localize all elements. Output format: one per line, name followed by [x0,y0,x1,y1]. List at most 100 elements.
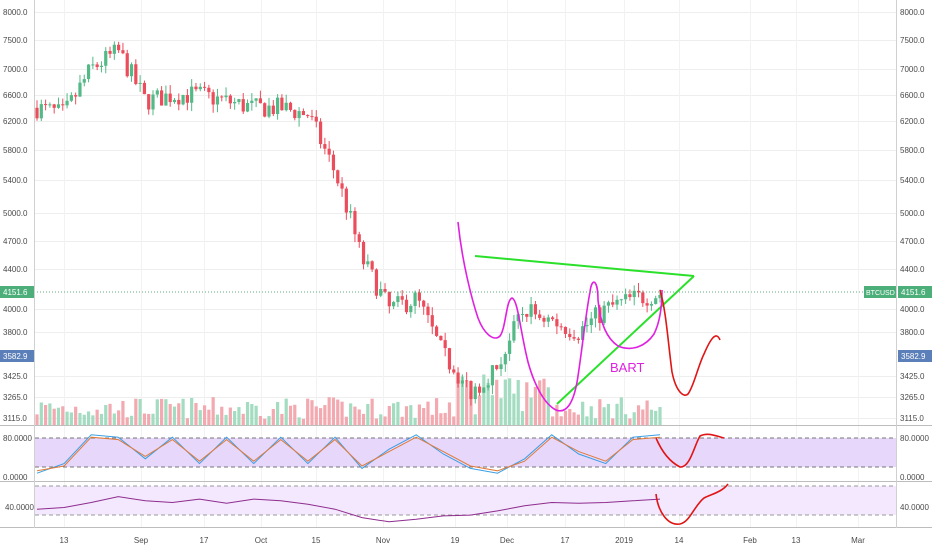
volume-bar [576,414,580,425]
volume-bar [241,413,245,425]
candle-body [495,365,499,370]
candle-body [422,300,426,307]
candle-body [658,294,662,299]
candle-body [177,99,181,105]
resistance-trendline[interactable] [474,255,695,277]
candle-body [108,50,112,54]
osc-band [35,486,896,515]
candle-body [185,95,189,103]
candle-body [52,104,56,108]
candle-body [314,116,318,122]
candle-body [112,44,116,54]
stoch-level-80-left: 80.0000 [3,434,32,443]
time-tick: Nov [376,536,390,545]
marker-price-label-right: 3582.9 [901,352,926,361]
price-tick-left: 5400.0 [3,176,28,185]
volume-bar [91,415,95,425]
stoch-panel: 80.0000 0.0000 80.0000 0.0000 [3,433,929,482]
volume-bar [168,404,172,425]
volume-bar [422,407,426,425]
candle-body [190,86,194,103]
volume-bar [288,405,293,425]
volume-bar [194,402,198,425]
time-tick: 13 [792,536,801,545]
volume-bar [602,407,606,425]
candle-body [379,288,383,296]
marker-price-tag-right: 3582.9 [898,350,932,362]
price-tick-right: 3800.0 [900,328,925,337]
candle-body [357,234,361,242]
volume-bar [258,416,263,425]
price-tick-left: 8000.0 [3,8,28,17]
candle-body [649,303,654,306]
candle-body [297,111,301,119]
volume-bar [56,407,61,425]
volume-bar [82,414,86,425]
candle-body [241,99,245,112]
candle-body [323,144,327,149]
stoch-d-line [36,436,661,472]
price-tick-left: 3265.0 [3,393,28,402]
price-tick-left: 4000.0 [3,305,28,314]
volume-bar [306,398,310,425]
candle-body [78,82,82,97]
volume-bar [297,417,301,425]
price-tick-right: 4000.0 [900,305,925,314]
candle-body [654,298,658,304]
volume-bar [615,403,619,425]
candle-body [288,102,293,110]
candle-body [465,380,469,382]
candle-body [301,111,305,116]
candle-body [361,241,366,265]
osc-panel: 40.0000 40.0000 [5,483,929,525]
volume-bar [456,379,460,425]
volume-bar [508,378,512,425]
candle-body [56,104,61,108]
candle-body [426,306,430,316]
price-tick-right: 3115.0 [900,414,924,423]
candle-body [482,387,486,393]
volume-bar [147,413,151,425]
volume-bar [190,398,194,425]
price-tick-left: 4700.0 [3,237,28,246]
volume-bar [323,405,327,425]
time-tick: Dec [500,536,514,545]
symbol-tag: BTCUSD [864,286,896,298]
candle-body [473,386,477,400]
candle-body [550,317,555,320]
candle-body [611,302,615,305]
candle-body [306,115,310,117]
volume-bar [581,401,585,425]
price-tick-left: 6200.0 [3,117,28,126]
bart-pattern-path [457,221,663,412]
candle-body [581,326,585,340]
candle-body [233,101,237,104]
volume-bar [658,407,662,425]
candle-body [477,386,482,393]
volume-bar [469,391,473,425]
support-trendline[interactable] [556,275,695,405]
candle-body [228,95,232,104]
candle-body [396,296,400,303]
candle-body [529,304,533,317]
volume-bars [35,374,662,425]
volume-bar [237,407,241,425]
candle-body [641,292,645,304]
volume-bar [568,408,572,425]
volume-bar [215,414,220,425]
candle-body [645,303,649,306]
candle-body [250,100,254,104]
last-price-tag-left: 4151.6 [0,286,34,298]
candle-body [370,261,374,270]
stoch-projection-path [655,433,725,468]
candle-body [74,95,78,97]
volume-bar [486,382,490,425]
volume-bar [74,406,78,425]
candle-body [508,340,512,354]
candle-body [86,64,91,80]
volume-bar [490,395,495,425]
volume-bar [293,404,297,425]
volume-bar [198,410,202,425]
volume-bar [413,417,417,425]
candles [35,41,662,406]
